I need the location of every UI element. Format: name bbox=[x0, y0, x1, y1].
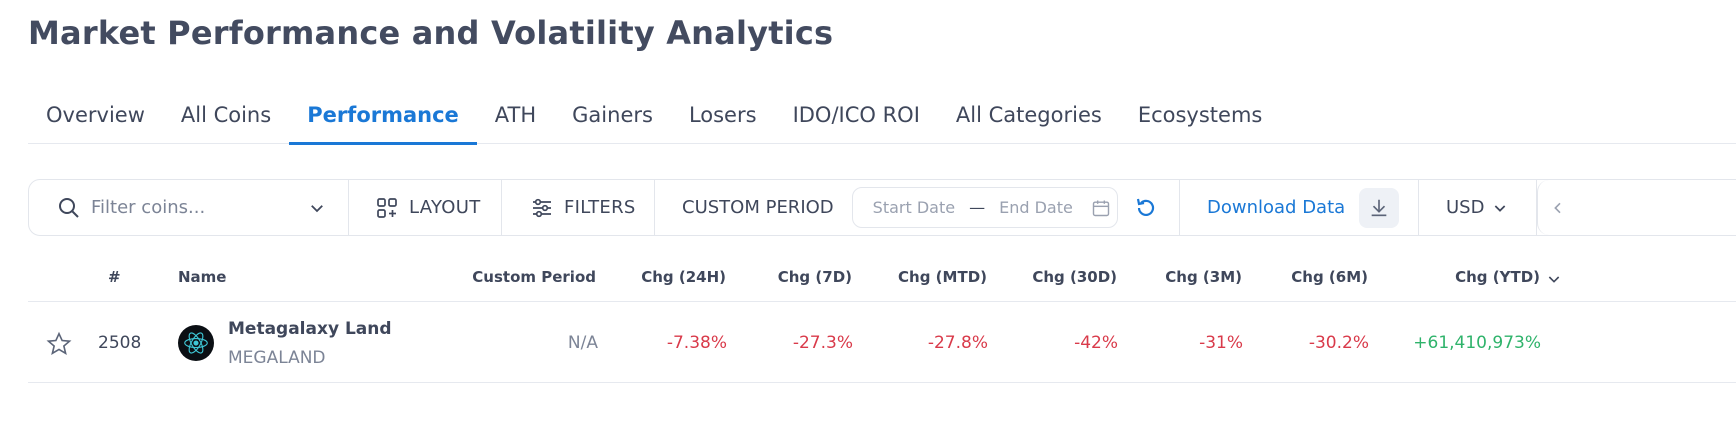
date-separator: — bbox=[969, 198, 986, 217]
chg-ytd-value: +61,410,973% bbox=[1413, 333, 1541, 353]
col-custom-period[interactable]: Custom Period bbox=[472, 268, 596, 286]
col-chg-6m[interactable]: Chg (6M) bbox=[1291, 268, 1368, 286]
search-icon bbox=[59, 197, 79, 218]
search-input[interactable] bbox=[91, 197, 291, 218]
col-chg-30d[interactable]: Chg (30D) bbox=[1032, 268, 1117, 286]
rank-value: 2508 bbox=[98, 333, 142, 353]
layout-grid-icon bbox=[377, 197, 397, 218]
col-name[interactable]: Name bbox=[178, 268, 227, 286]
search-filter[interactable] bbox=[29, 180, 349, 235]
currency-value: USD bbox=[1446, 197, 1485, 218]
tab-overview[interactable]: Overview bbox=[46, 103, 145, 127]
col-chg-mtd[interactable]: Chg (MTD) bbox=[898, 268, 987, 286]
col-chg-7d[interactable]: Chg (7D) bbox=[777, 268, 852, 286]
coin-name[interactable]: Metagalaxy Land bbox=[228, 319, 392, 339]
atom-icon bbox=[184, 332, 208, 354]
col-chg-24h[interactable]: Chg (24H) bbox=[641, 268, 726, 286]
tab-gainers[interactable]: Gainers bbox=[572, 103, 653, 127]
collapse-button[interactable] bbox=[1537, 180, 1577, 235]
start-date-field[interactable]: Start Date bbox=[872, 198, 956, 217]
star-icon[interactable] bbox=[46, 331, 72, 357]
coin-symbol: MEGALAND bbox=[228, 348, 326, 368]
date-range-picker[interactable]: Start Date — End Date bbox=[851, 187, 1118, 228]
chevron-down-icon[interactable] bbox=[308, 199, 326, 217]
filters-label: FILTERS bbox=[564, 197, 636, 218]
tab-ido-ico-roi[interactable]: IDO/ICO ROI bbox=[792, 103, 920, 127]
sort-desc-icon[interactable] bbox=[1546, 271, 1562, 287]
chg-mtd-value: -27.8% bbox=[927, 333, 988, 353]
layout-label: LAYOUT bbox=[409, 197, 481, 218]
reset-icon[interactable] bbox=[1134, 196, 1158, 220]
coin-logo bbox=[178, 325, 214, 361]
col-rank[interactable]: # bbox=[108, 268, 121, 286]
chevron-down-icon bbox=[1495, 204, 1506, 212]
chevron-left-icon bbox=[1553, 202, 1561, 213]
chg-3m-value: -31% bbox=[1199, 333, 1243, 353]
chg-30d-value: -42% bbox=[1074, 333, 1118, 353]
toolbar: LAYOUT FILTERS CUSTOM PERIOD Start Date … bbox=[28, 179, 1736, 236]
custom-period-value: N/A bbox=[567, 333, 598, 353]
col-chg-ytd[interactable]: Chg (YTD) bbox=[1455, 268, 1540, 286]
tab-all-coins[interactable]: All Coins bbox=[180, 103, 272, 127]
chg-6m-value: -30.2% bbox=[1308, 333, 1369, 353]
filters-button[interactable]: FILTERS bbox=[502, 180, 655, 235]
table-row[interactable]: 2508 Metagalaxy Land MEGALAND N/A -7.38%… bbox=[28, 303, 1736, 383]
chg-7d-value: -27.3% bbox=[792, 333, 853, 353]
download-icon bbox=[1371, 199, 1387, 216]
sliders-icon bbox=[533, 198, 551, 217]
currency-select[interactable]: USD bbox=[1419, 180, 1537, 235]
tab-ecosystems[interactable]: Ecosystems bbox=[1137, 103, 1263, 127]
tab-bar: Overview All Coins Performance ATH Gaine… bbox=[28, 86, 1736, 145]
download-data-button[interactable]: Download Data bbox=[1180, 180, 1419, 235]
page-title: Market Performance and Volatility Analyt… bbox=[28, 14, 834, 52]
tab-ath[interactable]: ATH bbox=[494, 103, 537, 127]
chg-24h-value: -7.38% bbox=[666, 333, 727, 353]
download-icon-button[interactable] bbox=[1359, 187, 1400, 228]
calendar-icon[interactable] bbox=[1091, 198, 1111, 218]
custom-period: CUSTOM PERIOD Start Date — End Date bbox=[655, 180, 1180, 235]
custom-period-label: CUSTOM PERIOD bbox=[682, 197, 834, 218]
end-date-field[interactable]: End Date bbox=[999, 198, 1073, 217]
tab-all-categories[interactable]: All Categories bbox=[955, 103, 1102, 127]
tab-performance[interactable]: Performance bbox=[289, 86, 477, 145]
tab-losers[interactable]: Losers bbox=[688, 103, 757, 127]
layout-button[interactable]: LAYOUT bbox=[349, 180, 502, 235]
download-label: Download Data bbox=[1207, 197, 1346, 218]
col-chg-3m[interactable]: Chg (3M) bbox=[1165, 268, 1242, 286]
table-header: # Name Custom Period Chg (24H) Chg (7D) … bbox=[28, 252, 1736, 302]
